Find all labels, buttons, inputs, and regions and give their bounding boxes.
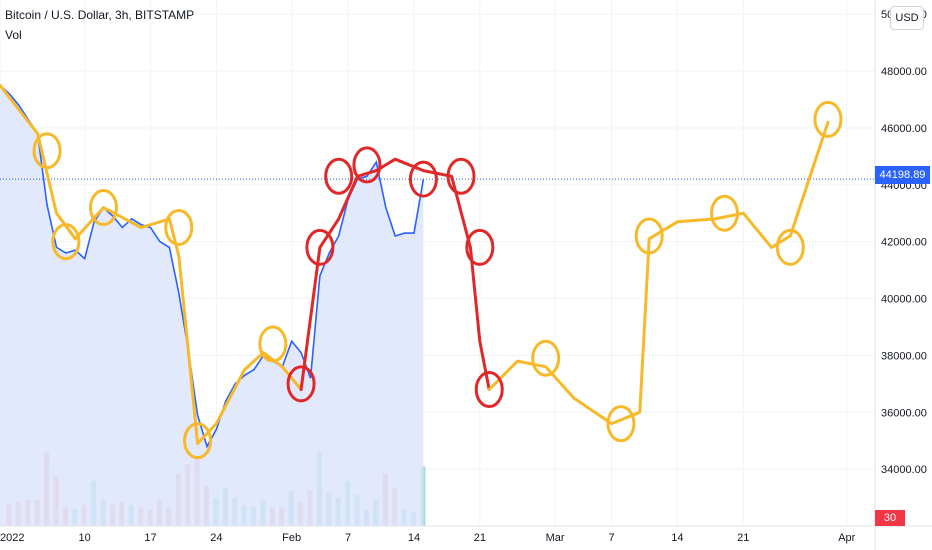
price-axis[interactable]: 34000.00 36000.00 38000.00 40000.00 42000.00… (881, 9, 927, 476)
x-tick-label: 17 (144, 532, 156, 544)
annotation-circles (32, 100, 843, 460)
annotation-circle (709, 194, 739, 232)
x-tick-label: Feb (282, 532, 301, 544)
annotation-circle (813, 100, 843, 138)
y-tick-label: 48000.00 (881, 66, 927, 78)
current-price-tag: 44198.89 (875, 166, 930, 184)
annotation-circle (775, 228, 805, 266)
x-tick-label: 14 (671, 532, 683, 544)
price-area-fill (0, 85, 424, 527)
x-tick-label: 10 (79, 532, 91, 544)
y-tick-label: 36000.00 (881, 407, 927, 419)
annotation-circle (474, 371, 504, 409)
projection-path (487, 120, 830, 426)
annotation-circle (634, 217, 664, 255)
annotation-circle (32, 132, 62, 170)
annotation-circle (164, 208, 194, 246)
annotation-circle (88, 189, 118, 227)
annotation-circle (258, 325, 288, 363)
annotation-circle (305, 228, 335, 266)
annotation-circle (408, 160, 438, 198)
annotation-circle (606, 405, 636, 443)
volume-value-tag: 30 (875, 510, 905, 526)
y-tick-label: 42000.00 (881, 237, 927, 249)
annotation-circle (286, 365, 316, 403)
volume-indicator-label[interactable]: Vol (5, 28, 22, 42)
projection-path (299, 157, 491, 391)
x-tick-label: 21 (737, 532, 749, 544)
x-tick-label: 2022 (0, 532, 24, 544)
x-tick-label: Mar (546, 532, 565, 544)
annotation-circle (183, 422, 213, 460)
x-tick-label: 14 (408, 532, 420, 544)
symbol-title[interactable]: Bitcoin / U.S. Dollar, 3h, BITSTAMP (5, 8, 195, 22)
currency-button[interactable]: USD (890, 6, 924, 30)
chart-legend: Bitcoin / U.S. Dollar, 3h, BITSTAMP Vol (5, 5, 194, 45)
projection-path (0, 83, 303, 445)
annotation-circle (446, 157, 476, 195)
time-axis[interactable]: 2022 10 17 24 Feb 7 14 21 Mar 7 14 21 Apr (0, 532, 856, 544)
y-tick-label: 38000.00 (881, 350, 927, 362)
x-tick-label: 7 (345, 532, 351, 544)
annotation-circle (531, 339, 561, 377)
x-tick-label: 21 (474, 532, 486, 544)
y-tick-label: 46000.00 (881, 123, 927, 135)
y-tick-label: 40000.00 (881, 294, 927, 306)
x-tick-label: 7 (608, 532, 614, 544)
annotation-circle (465, 228, 495, 266)
y-tick-label: 34000.00 (881, 464, 927, 476)
annotation-circle (352, 146, 382, 184)
x-tick-label: Apr (838, 532, 855, 544)
annotation-circle (324, 157, 354, 195)
annotation-circle (51, 223, 81, 261)
projection-drawings (0, 83, 830, 445)
x-tick-label: 24 (210, 532, 222, 544)
